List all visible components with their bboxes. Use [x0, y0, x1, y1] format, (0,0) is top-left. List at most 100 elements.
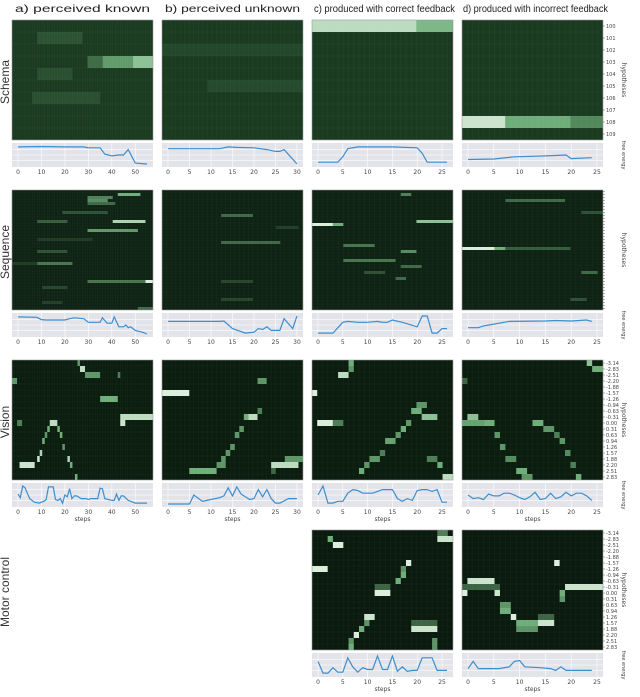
y-tick-label: -2.83	[606, 367, 619, 373]
heatmap-cell	[359, 626, 365, 632]
x-tick-label: 15	[229, 339, 237, 346]
y-tick-label: 108	[606, 120, 616, 126]
x-tick-label: 30	[85, 339, 93, 346]
energy-line	[318, 315, 447, 334]
heatmap-cell	[379, 450, 386, 456]
heatmap-cell	[132, 56, 153, 68]
x-tick-label: 20	[567, 679, 575, 686]
y-tick-label: -0.63	[606, 579, 619, 585]
x-tick-label: 30	[85, 509, 93, 516]
heatmap-cell	[100, 396, 118, 402]
heatmap-cell	[207, 80, 303, 92]
x-tick-label: 25	[272, 339, 280, 346]
y-tick-label: 1.57	[606, 451, 617, 457]
panel-vision-d: 0 5 10 15 20 25 steps -3.14-2.83-2.51-2.20-1.88…	[461, 359, 627, 523]
heatmap-cell	[332, 223, 344, 226]
panel-schema-c: 0 5 10 15 20 25	[311, 19, 454, 176]
y-tick-label: -0.94	[606, 573, 619, 579]
x-tick-label: 0	[316, 509, 320, 516]
energy-line	[17, 484, 147, 505]
heatmap-cell	[505, 116, 571, 128]
energy-axis-label: free energy	[620, 651, 626, 680]
x-tick-label: 10	[516, 679, 524, 686]
energy-line	[467, 154, 592, 161]
heatmap-cell	[543, 426, 555, 432]
x-axis-label: steps	[224, 516, 240, 523]
x-tick-label: 25	[593, 169, 601, 176]
heatmap-cell	[374, 590, 391, 596]
x-tick-label: 40	[108, 509, 116, 516]
heatmap-cell	[442, 474, 453, 480]
heatmap-cell	[32, 92, 101, 104]
x-tick-label: 50	[131, 339, 139, 346]
heatmap-border	[461, 189, 604, 311]
heatmap-border	[11, 19, 154, 141]
heatmap-background	[162, 190, 303, 310]
heatmap-cell	[221, 298, 253, 301]
heatmap-cell	[353, 632, 359, 638]
x-tick-label: 10	[364, 339, 372, 346]
panel-motor-control-d: 0 5 10 15 20 25 steps -3.14-2.83-2.51-2.20-1.88…	[461, 529, 627, 693]
heatmap-cell	[400, 566, 406, 572]
heatmap-cell	[12, 262, 38, 265]
y-tick-label: 1.26	[606, 445, 617, 451]
energy-line	[467, 659, 592, 672]
heatmap-cell	[416, 220, 453, 223]
heatmap-cell	[411, 626, 438, 632]
heatmap-cell	[348, 638, 354, 644]
panel-vision-a: 0 10 20 30 40 50 steps	[11, 359, 154, 523]
x-tick-label: 0	[166, 509, 170, 516]
x-tick-label: 20	[413, 169, 421, 176]
energy-line	[468, 319, 592, 329]
heatmap-cell	[343, 259, 396, 262]
y-tick-label: 1.26	[606, 615, 617, 621]
heatmap-cell	[120, 414, 153, 420]
heatmap-cell	[57, 426, 60, 432]
y-tick-label: 102	[606, 48, 616, 54]
x-tick-label: 25	[593, 509, 601, 516]
y-tick-label: 0.31	[606, 427, 617, 433]
heatmap-cell	[437, 530, 448, 536]
y-tick-label: 2.51	[606, 469, 617, 475]
x-tick-label: 25	[438, 339, 446, 346]
y-tick-label: 1.88	[606, 627, 617, 633]
heatmap-cell	[385, 438, 396, 444]
heatmap-cell	[462, 584, 500, 590]
heatmap-cell	[87, 202, 116, 205]
heatmap-cell	[225, 450, 231, 456]
heatmap-cell	[505, 199, 566, 202]
x-tick-label: 10	[207, 339, 215, 346]
heatmap-background	[312, 20, 453, 140]
panel-schema-d: 0 5 10 15 20 25 100 101 102 103 104 105 106 107 108 109…	[461, 19, 627, 176]
x-tick-label: 5	[341, 679, 345, 686]
heatmap-cell	[162, 44, 303, 56]
heatmap-cell	[312, 20, 417, 32]
x-tick-label: 10	[364, 679, 372, 686]
heatmap-cell	[120, 420, 126, 426]
x-tick-label: 0	[466, 509, 470, 516]
energy-line	[168, 485, 297, 505]
y-tick-label: 2.20	[606, 633, 617, 639]
heatmap-cell	[565, 584, 603, 590]
heatmap-cell	[189, 468, 217, 474]
x-tick-label: 25	[438, 509, 446, 516]
y-tick-label: -1.26	[606, 567, 619, 573]
x-tick-label: 5	[188, 339, 192, 346]
y-tick-label: -1.57	[606, 561, 619, 567]
x-tick-label: 0	[466, 169, 470, 176]
heatmap-cell	[49, 420, 58, 426]
x-tick-label: 5	[492, 679, 496, 686]
x-tick-label: 30	[293, 169, 301, 176]
heatmap-cell	[432, 644, 438, 650]
x-tick-label: 15	[542, 509, 550, 516]
heatmap-cell	[494, 590, 500, 596]
x-tick-label: 25	[438, 679, 446, 686]
heatmap-cell	[462, 590, 468, 596]
x-tick-label: 30	[85, 169, 93, 176]
heatmap-background	[12, 190, 153, 310]
x-tick-label: 20	[567, 509, 575, 516]
heatmap-cell	[74, 474, 78, 480]
y-tick-label: -2.83	[606, 537, 619, 543]
heatmap-cell	[117, 372, 121, 378]
x-tick-label: 20	[567, 339, 575, 346]
